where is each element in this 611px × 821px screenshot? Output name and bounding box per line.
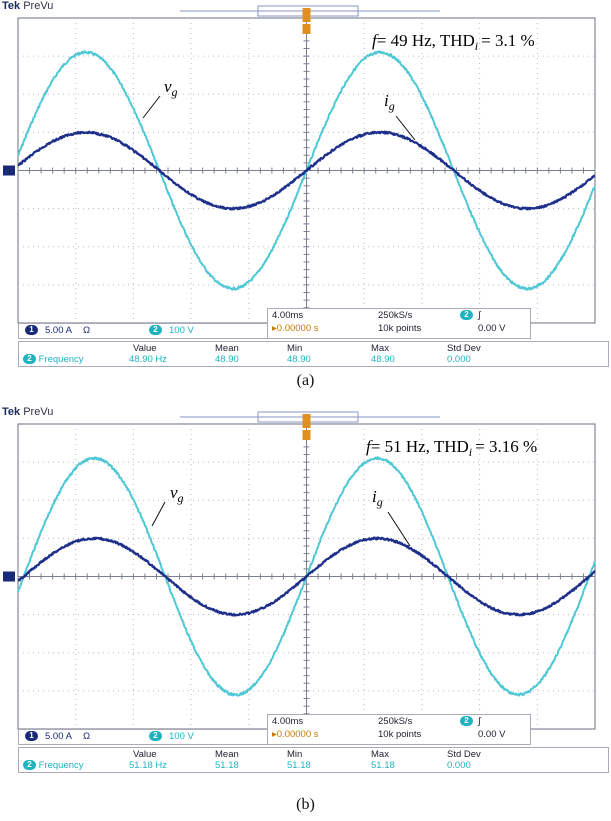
trigger-position: ▸0.00000 s bbox=[272, 323, 319, 334]
meas-channel-badge: 2 bbox=[23, 760, 36, 771]
lbl-vg-leader bbox=[142, 95, 161, 119]
trigger-position-marker bbox=[302, 8, 311, 22]
scope-screen: vg ig f= 51 Hz, THDi = 3.16 % Tek PreVu 1… bbox=[0, 406, 611, 773]
meas-value: 51.18 Hz bbox=[129, 760, 168, 771]
trace-i_g bbox=[17, 536, 596, 617]
ch2-badge[interactable]: 2 bbox=[149, 325, 162, 335]
lbl-vg: vg bbox=[170, 483, 184, 505]
timebase-box: 4.00ms 250kS/s ▸0.00000 s 10k points 2 ∫… bbox=[267, 308, 531, 339]
lbl-ig: ig bbox=[372, 487, 383, 509]
meas-label: 2 Frequency bbox=[23, 760, 84, 771]
sample-rate: 250kS/s bbox=[378, 716, 413, 727]
meas-stddev: 0.000 bbox=[447, 354, 471, 365]
waveform-display: vg ig f= 51 Hz, THDi = 3.16 % bbox=[0, 406, 611, 771]
meas-stddev: 0.000 bbox=[447, 760, 471, 771]
scope-brand: Tek PreVu bbox=[2, 406, 54, 418]
meas-header-min: Min bbox=[287, 749, 303, 760]
lbl-vg-leader bbox=[151, 501, 166, 527]
measure-annotation: f= 51 Hz, THDi = 3.16 % bbox=[366, 437, 537, 459]
trigger-slope-icon: ∫ bbox=[478, 310, 481, 321]
trigger-slope-icon: ∫ bbox=[478, 716, 481, 727]
meas-value: 48.90 Hz bbox=[129, 354, 168, 365]
measurement-table: Value Mean Min Max Std Dev 2 Frequency 4… bbox=[18, 341, 609, 367]
markers bbox=[3, 414, 311, 582]
lbl-ig-leader bbox=[395, 115, 416, 141]
measure-annotation: f= 49 Hz, THDi = 3.1 % bbox=[372, 31, 535, 53]
ch1-ground-marker bbox=[3, 571, 15, 582]
meas-header-stddev: Std Dev bbox=[447, 749, 481, 760]
meas-header-value: Value bbox=[133, 749, 157, 760]
meas-max: 51.18 bbox=[371, 760, 395, 771]
waveforms bbox=[17, 50, 596, 291]
caption-b: (b) bbox=[296, 796, 315, 813]
meas-header-value: Value bbox=[133, 343, 157, 354]
trigger-position-marker bbox=[302, 414, 311, 428]
channel-bar: 1 5.00 A Ω 2 100 V bbox=[18, 323, 270, 339]
meas-header-min: Min bbox=[287, 343, 303, 354]
scope-brand: Tek PreVu bbox=[2, 0, 54, 12]
oscilloscope-panel-a: vg ig f= 49 Hz, THDi = 3.1 % Tek PreVu 1 … bbox=[0, 0, 611, 367]
meas-header-mean: Mean bbox=[215, 749, 239, 760]
meas-header-max: Max bbox=[371, 749, 389, 760]
lbl-ig-leader bbox=[387, 511, 411, 547]
time-div: 4.00ms bbox=[272, 310, 304, 321]
ch2-scale: 100 V bbox=[169, 325, 194, 336]
sample-rate: 250kS/s bbox=[378, 310, 413, 321]
meas-mean: 48.90 bbox=[215, 354, 239, 365]
meas-max: 48.90 bbox=[371, 354, 395, 365]
ch2-scale: 100 V bbox=[169, 731, 194, 742]
lbl-vg: vg bbox=[164, 77, 178, 99]
caption-a: (a) bbox=[296, 372, 315, 389]
ch1-badge[interactable]: 1 bbox=[25, 325, 38, 335]
trace-i_g bbox=[17, 130, 596, 211]
trigger-channel: 2 bbox=[460, 310, 473, 320]
meas-label: 2 Frequency bbox=[23, 354, 84, 365]
trigger-t-marker bbox=[302, 430, 311, 440]
ch1-scale: 5.00 A bbox=[45, 325, 72, 336]
ch1-scale: 5.00 A bbox=[45, 731, 72, 742]
lbl-ig: ig bbox=[384, 91, 395, 113]
meas-mean: 51.18 bbox=[215, 760, 239, 771]
record-length: 10k points bbox=[378, 323, 422, 334]
meas-min: 48.90 bbox=[287, 354, 311, 365]
meas-header-max: Max bbox=[371, 343, 389, 354]
waveform-display: vg ig f= 49 Hz, THDi = 3.1 % bbox=[0, 0, 611, 365]
ch1-ground-marker bbox=[3, 165, 15, 176]
ch1-badge[interactable]: 1 bbox=[25, 731, 38, 741]
trigger-position: ▸0.00000 s bbox=[272, 729, 319, 740]
meas-header-stddev: Std Dev bbox=[447, 343, 481, 354]
time-div: 4.00ms bbox=[272, 716, 304, 727]
markers bbox=[3, 8, 311, 176]
trigger-t-marker bbox=[302, 24, 311, 34]
ch2-badge[interactable]: 2 bbox=[149, 731, 162, 741]
record-length: 10k points bbox=[378, 729, 422, 740]
trigger-level: 0.00 V bbox=[478, 729, 506, 740]
timebase-box: 4.00ms 250kS/s ▸0.00000 s 10k points 2 ∫… bbox=[267, 714, 531, 745]
ch1-impedance: Ω bbox=[83, 731, 91, 742]
meas-min: 51.18 bbox=[287, 760, 311, 771]
scope-screen: vg ig f= 49 Hz, THDi = 3.1 % Tek PreVu 1 … bbox=[0, 0, 611, 367]
waveforms bbox=[17, 456, 596, 697]
trigger-channel: 2 bbox=[460, 716, 473, 726]
ch1-impedance: Ω bbox=[83, 325, 91, 336]
channel-bar: 1 5.00 A Ω 2 100 V bbox=[18, 729, 270, 745]
trigger-level: 0.00 V bbox=[478, 323, 506, 334]
meas-channel-badge: 2 bbox=[23, 354, 36, 365]
measurement-table: Value Mean Min Max Std Dev 2 Frequency 5… bbox=[18, 747, 609, 773]
oscilloscope-panel-b: vg ig f= 51 Hz, THDi = 3.16 % Tek PreVu 1… bbox=[0, 406, 611, 773]
meas-header-mean: Mean bbox=[215, 343, 239, 354]
